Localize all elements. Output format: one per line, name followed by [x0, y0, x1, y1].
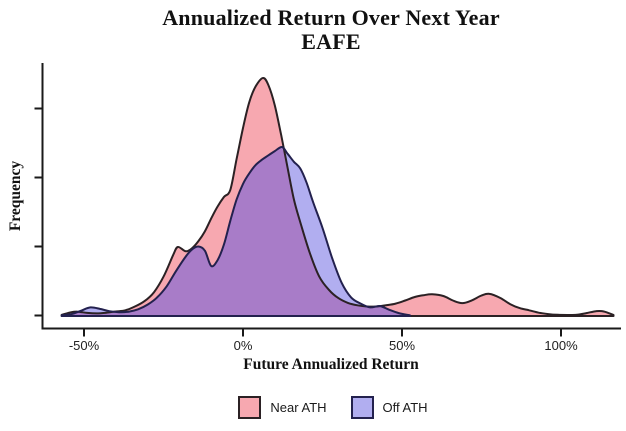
off-ath-swatch — [350, 396, 374, 419]
near-ath-label: Near ATH — [270, 400, 327, 415]
off-ath-label: Off ATH — [382, 400, 428, 415]
legend-item-off-ath: Off ATH — [350, 396, 428, 419]
overlap-area — [61, 145, 410, 316]
legend-item-near-ath: Near ATH — [238, 396, 327, 419]
chart-title-line2: EAFE — [301, 29, 361, 54]
x-tick-label: 50% — [389, 338, 415, 353]
near-ath-outline — [60, 77, 615, 317]
x-tick-labels: -50% 0% 50% 100% — [69, 338, 578, 353]
legend: Near ATH Off ATH — [0, 396, 626, 419]
chart-title-line1: Annualized Return Over Next Year — [162, 5, 500, 30]
near-ath-swatch — [238, 396, 262, 419]
x-tick-label: -50% — [69, 338, 100, 353]
x-tick-label: 0% — [234, 338, 253, 353]
axes — [34, 63, 621, 337]
x-tick-label: 100% — [544, 338, 578, 353]
density-areas — [61, 77, 614, 316]
x-axis-label: Future Annualized Return — [243, 356, 419, 373]
chart-title: Annualized Return Over Next Year EAFE — [42, 6, 620, 54]
density-outlines — [60, 77, 615, 317]
off-ath-outline — [60, 145, 411, 317]
